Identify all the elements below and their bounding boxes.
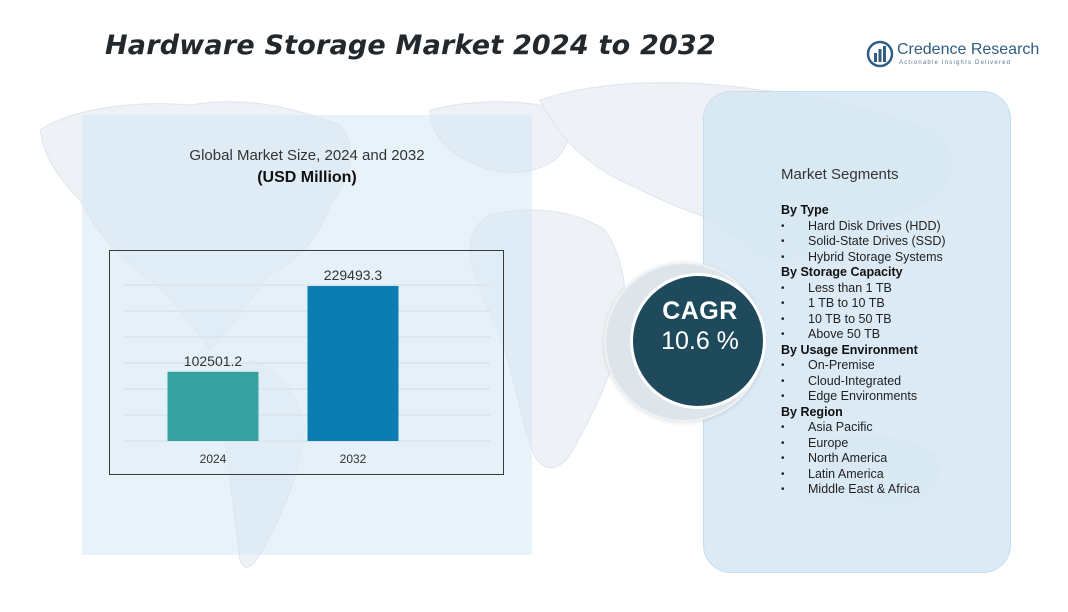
segment-item: • Less than 1 TB [781, 281, 1001, 297]
segment-heading: By Usage Environment [781, 342, 918, 357]
chart-title: Global Market Size, 2024 and 2032 [189, 147, 425, 164]
segment-item-label: Solid-State Drives (SSD) [808, 234, 946, 248]
segment-item-label: Less than 1 TB [808, 280, 892, 295]
bar-chart: 102501.2 2024 229493.3 2032 [123, 267, 490, 466]
segment-item-label: Asia Pacific [808, 420, 873, 434]
segment-item-label: 1 TB to 10 TB [808, 296, 885, 310]
segment-item: • Hard Disk Drives (HDD) [781, 219, 1001, 235]
bullet-icon: • [781, 220, 785, 232]
bullet-icon: • [781, 422, 785, 433]
segment-item-label: Edge Environments [808, 389, 918, 403]
segment-item: • Latin America [781, 467, 1001, 483]
segment-item: • North America [781, 451, 1001, 467]
segment-item: • On-Premise [781, 358, 1001, 374]
bullet-icon: • [781, 391, 785, 402]
cagr-value: 10.6 % [661, 327, 739, 355]
cagr-badge [630, 273, 766, 409]
segment-item: • Solid-State Drives (SSD) [781, 234, 1001, 250]
bullet-icon: • [781, 236, 785, 247]
bar-chart-logo-icon [866, 40, 894, 68]
segment-item: • Asia Pacific [781, 420, 1001, 436]
segment-item: • Edge Environments [781, 389, 1001, 405]
brand-tagline: Actionable Insights Delivered [899, 60, 1012, 66]
bullet-icon: • [781, 468, 785, 480]
segment-item: • 1 TB to 10 TB [781, 296, 1001, 312]
segment-item: • Hybrid Storage Systems [781, 250, 1001, 266]
segment-item: • Cloud-Integrated [781, 374, 1001, 390]
bullet-icon: • [781, 313, 785, 325]
x-tick-label: 2024 [200, 452, 227, 466]
segment-item-label: On-Premise [808, 358, 875, 372]
brand-logo: Credence Research Actionable Insights De… [866, 40, 1046, 72]
segment-item: • Europe [781, 436, 1001, 452]
segment-item-label: Europe [808, 435, 849, 450]
bullet-icon: • [781, 282, 785, 294]
bullet-icon: • [781, 375, 785, 387]
segment-item-label: Middle East & Africa [808, 482, 920, 496]
segment-item-label: Above 50 TB [808, 327, 881, 341]
segments-title: Market Segments [781, 166, 899, 183]
segment-item-label: Latin America [808, 466, 884, 481]
segment-heading: By Storage Capacity [781, 265, 903, 279]
segment-item-label: North America [808, 451, 888, 465]
data-label: 102501.2 [184, 353, 243, 369]
brand-name: Credence Research [897, 41, 1040, 58]
segment-heading: By Region [781, 404, 843, 419]
segment-item-label: Hard Disk Drives (HDD) [808, 218, 941, 233]
x-tick-label: 2032 [340, 452, 367, 466]
segment-item-label: Hybrid Storage Systems [808, 249, 943, 264]
data-label: 229493.3 [324, 267, 383, 283]
page-title: Hardware Storage Market 2024 to 2032 [105, 30, 716, 61]
bullet-icon: • [781, 251, 785, 263]
segment-item: • Above 50 TB [781, 327, 1001, 343]
bullet-icon: • [781, 298, 785, 309]
segment-item-label: 10 TB to 50 TB [808, 311, 892, 326]
bar-2032 [307, 286, 399, 441]
bullet-icon: • [781, 329, 785, 340]
segment-heading: By Type [781, 203, 829, 217]
segment-item: • 10 TB to 50 TB [781, 312, 1001, 328]
chart-subtitle: (USD Million) [257, 169, 357, 186]
bar-2024 [167, 371, 259, 441]
bullet-icon: • [781, 484, 785, 495]
segment-item-label: Cloud-Integrated [808, 373, 902, 388]
bullet-icon: • [781, 437, 785, 449]
bullet-icon: • [781, 360, 785, 371]
cagr-label: CAGR [662, 297, 738, 325]
bullet-icon: • [781, 453, 785, 464]
segments-list: By Type • Hard Disk Drives (HDD) • Solid-Sta… [781, 203, 1001, 498]
segment-item: • Middle East & Africa [781, 482, 1001, 498]
